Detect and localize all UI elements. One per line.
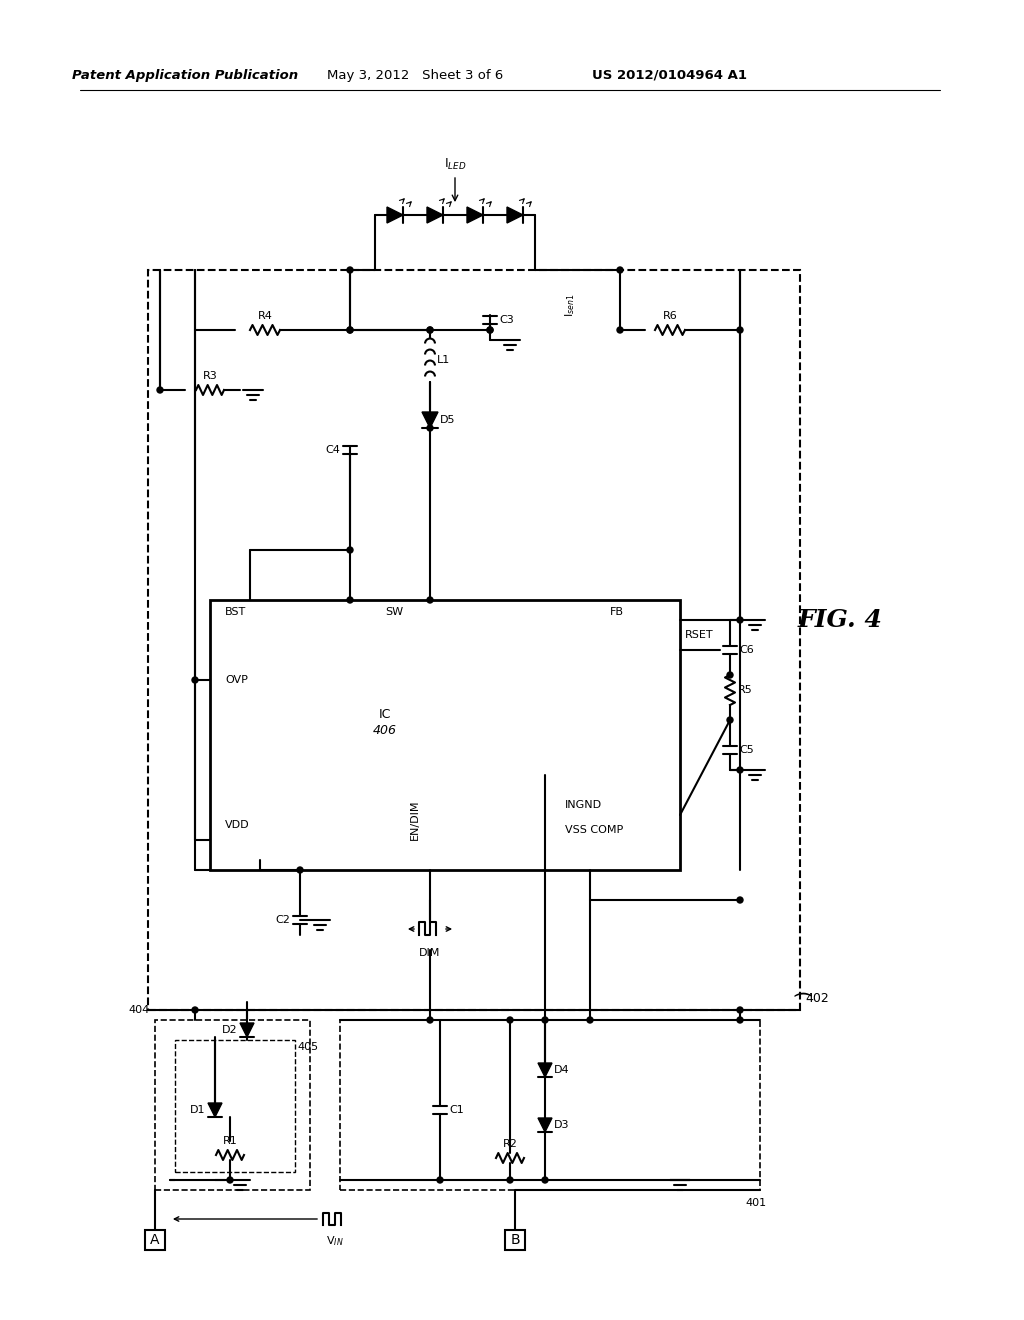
Text: INGND: INGND [565,800,602,810]
Circle shape [737,1016,743,1023]
Circle shape [737,616,743,623]
Text: V$_{IN}$: V$_{IN}$ [327,1234,344,1247]
Text: Patent Application Publication: Patent Application Publication [72,69,298,82]
Polygon shape [538,1118,552,1133]
Bar [210,601,680,870]
Circle shape [347,267,353,273]
Circle shape [542,1177,548,1183]
Circle shape [617,267,623,273]
Text: VSS COMP: VSS COMP [565,825,624,836]
Polygon shape [387,207,403,223]
Text: B: B [510,1233,520,1247]
Text: BST: BST [225,607,246,616]
Text: May 3, 2012   Sheet 3 of 6: May 3, 2012 Sheet 3 of 6 [327,69,503,82]
Text: (: ( [791,991,810,999]
Text: FIG. 4: FIG. 4 [798,609,883,632]
Circle shape [193,677,198,682]
Text: C6: C6 [739,645,755,655]
Text: 404: 404 [129,1005,150,1015]
Polygon shape [507,207,523,223]
Text: EN/DIM: EN/DIM [410,800,420,841]
Bar [175,1040,295,1172]
Circle shape [427,597,433,603]
Circle shape [193,1007,198,1012]
Text: R2: R2 [503,1139,517,1148]
Text: VDD: VDD [225,820,250,830]
Bar [340,1020,760,1191]
Text: D1: D1 [190,1105,206,1115]
Text: D3: D3 [554,1119,569,1130]
Text: C4: C4 [326,445,340,455]
Polygon shape [427,207,443,223]
Circle shape [437,1177,443,1183]
Circle shape [347,327,353,333]
Polygon shape [240,1023,254,1038]
Bar [155,1020,310,1191]
Text: 405: 405 [297,1041,318,1052]
Text: C5: C5 [739,744,755,755]
Text: DIM: DIM [419,948,440,958]
Text: OVP: OVP [225,675,248,685]
Circle shape [347,597,353,603]
Text: 401: 401 [745,1199,766,1208]
Text: R4: R4 [258,312,272,321]
Text: US 2012/0104964 A1: US 2012/0104964 A1 [593,69,748,82]
Text: SW: SW [385,607,403,616]
Circle shape [542,1016,548,1023]
Bar [145,1230,165,1250]
Circle shape [507,1177,513,1183]
Text: RSET: RSET [685,630,714,640]
Circle shape [587,1016,593,1023]
Polygon shape [208,1104,222,1117]
Circle shape [737,767,743,774]
Bar [505,1230,525,1250]
Text: R1: R1 [222,1137,238,1146]
Text: R6: R6 [663,312,677,321]
Circle shape [347,546,353,553]
Circle shape [737,1007,743,1012]
Text: 402: 402 [805,993,828,1005]
Text: L1: L1 [437,355,451,366]
Text: FB: FB [610,607,624,616]
Text: A: A [151,1233,160,1247]
Circle shape [737,898,743,903]
Circle shape [727,672,733,678]
Circle shape [727,717,733,723]
Text: C1: C1 [450,1105,464,1115]
Circle shape [487,327,493,333]
Circle shape [347,327,353,333]
Bar [148,271,800,1010]
Text: D2: D2 [222,1026,238,1035]
Text: I$_{sen1}$: I$_{sen1}$ [563,293,577,317]
Polygon shape [422,412,438,428]
Circle shape [427,327,433,333]
Text: D5: D5 [440,414,456,425]
Circle shape [617,327,623,333]
Circle shape [427,327,433,333]
Text: C2: C2 [275,915,291,925]
Circle shape [227,1177,233,1183]
Text: I$_{LED}$: I$_{LED}$ [443,157,466,172]
Circle shape [427,425,433,432]
Circle shape [507,1016,513,1023]
Circle shape [157,387,163,393]
Circle shape [297,867,303,873]
Polygon shape [538,1063,552,1077]
Circle shape [737,327,743,333]
Circle shape [427,1016,433,1023]
Text: C3: C3 [500,315,514,325]
Polygon shape [467,207,483,223]
Text: R3: R3 [203,371,217,381]
Text: D4: D4 [554,1065,569,1074]
Text: 406: 406 [373,723,397,737]
Text: IC: IC [379,709,391,722]
Text: R5: R5 [737,685,753,696]
Circle shape [487,327,493,333]
